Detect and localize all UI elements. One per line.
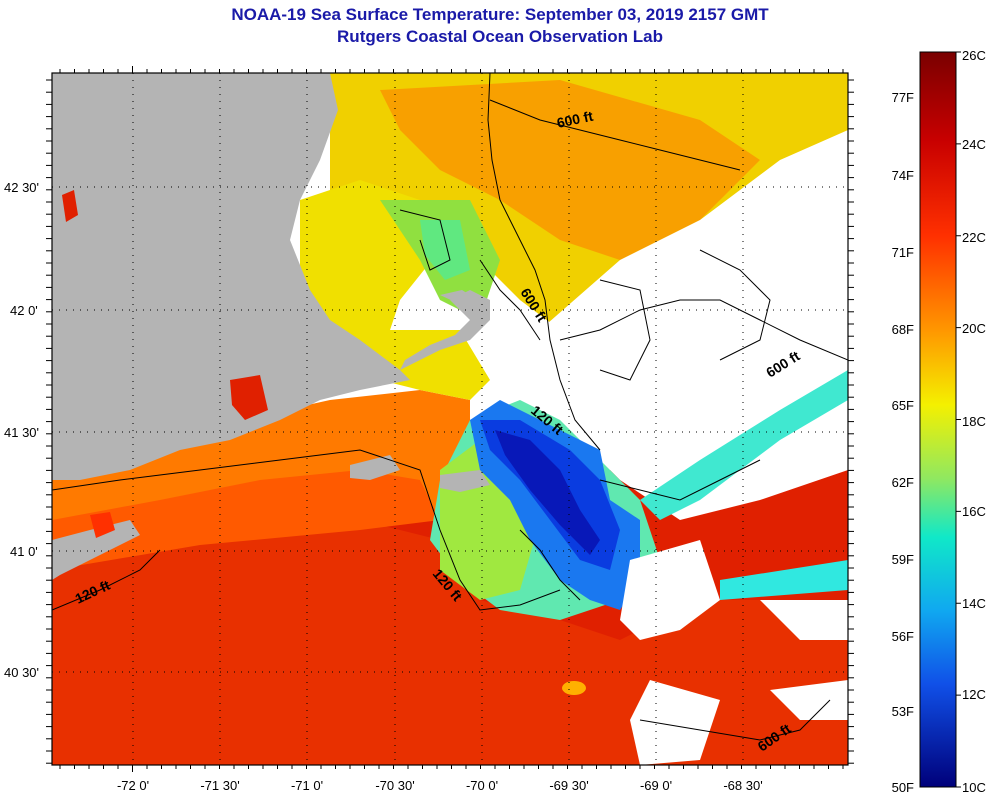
latitude-labels: 42 30' 42 0' 41 30' 41 0' 40 30': [4, 180, 39, 680]
fahrenheit-label: 62F: [892, 475, 914, 490]
fahrenheit-label: 77F: [892, 90, 914, 105]
lat-label: 42 30': [4, 180, 39, 195]
lon-label: -69 0': [640, 778, 672, 793]
lon-label: -72 0': [117, 778, 149, 793]
lat-label: 40 30': [4, 665, 39, 680]
temperature-colorbar: 26C 24C 22C 20C 18C 16C 14C 12C 10C 77F …: [892, 48, 986, 795]
fahrenheit-label: 74F: [892, 168, 914, 183]
celsius-label: 22C: [962, 230, 986, 245]
axis-ticks: [46, 66, 854, 772]
map-frame: [51, 72, 849, 766]
fahrenheit-label: 59F: [892, 552, 914, 567]
bathymetry-contours: [52, 73, 848, 741]
fahrenheit-label: 71F: [892, 245, 914, 260]
fahrenheit-label: 68F: [892, 322, 914, 337]
celsius-label: 10C: [962, 780, 986, 795]
title-line-1: NOAA-19 Sea Surface Temperature: Septemb…: [231, 5, 769, 24]
celsius-labels: 26C 24C 22C 20C 18C 16C 14C 12C 10C: [962, 48, 986, 795]
title-line-2: Rutgers Coastal Ocean Observation Lab: [337, 27, 663, 46]
celsius-label: 24C: [962, 137, 986, 152]
lat-label: 41 30': [4, 425, 39, 440]
lon-label: -71 30': [200, 778, 239, 793]
celsius-label: 12C: [962, 687, 986, 702]
sst-field: [52, 73, 848, 765]
lon-label: -68 30': [723, 778, 762, 793]
lon-label: -70 0': [466, 778, 498, 793]
celsius-label: 26C: [962, 48, 986, 63]
celsius-label: 16C: [962, 504, 986, 519]
lon-label: -69 30': [549, 778, 588, 793]
fahrenheit-label: 65F: [892, 398, 914, 413]
lon-label: -70 30': [375, 778, 414, 793]
celsius-label: 20C: [962, 321, 986, 336]
fahrenheit-label: 56F: [892, 629, 914, 644]
map-title: NOAA-19 Sea Surface Temperature: Septemb…: [0, 4, 1000, 48]
celsius-label: 14C: [962, 596, 986, 611]
fahrenheit-label: 50F: [892, 780, 914, 795]
fahrenheit-label: 53F: [892, 704, 914, 719]
lon-label: -71 0': [291, 778, 323, 793]
lat-label: 42 0': [10, 303, 38, 318]
fahrenheit-labels: 77F 74F 71F 68F 65F 62F 59F 56F 53F 50F: [892, 90, 914, 795]
lat-label: 41 0': [10, 544, 38, 559]
contour-label: 600 ft: [555, 108, 594, 131]
celsius-label: 18C: [962, 414, 986, 429]
longitude-labels: -72 0' -71 30' -71 0' -70 30' -70 0' -69…: [117, 778, 763, 793]
